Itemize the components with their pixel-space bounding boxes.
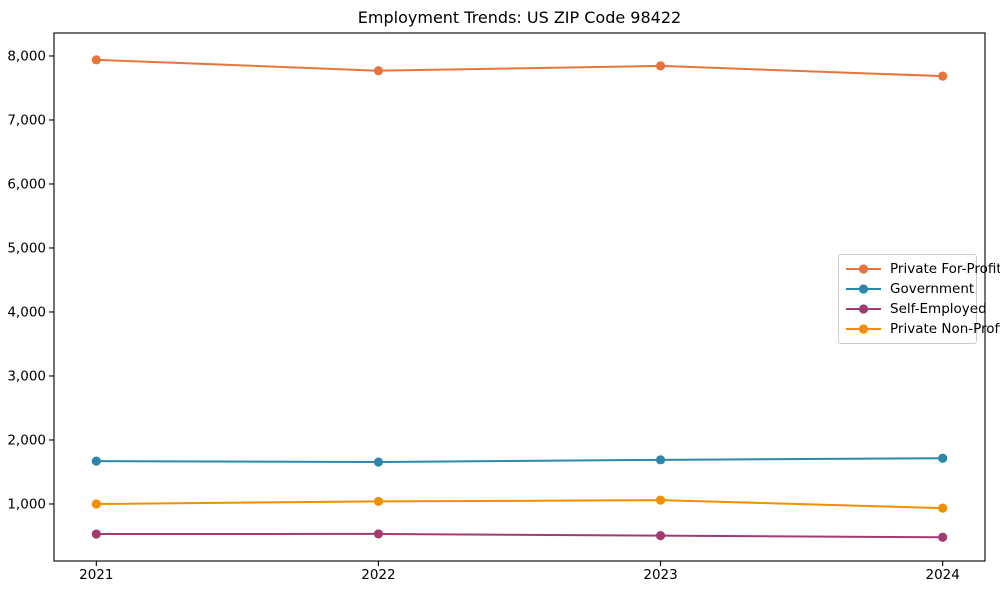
legend-entry: Government xyxy=(845,279,974,299)
legend-line-marker-icon xyxy=(846,284,881,294)
series-line xyxy=(96,457,943,464)
legend-label: Private Non-Profit xyxy=(890,321,1000,337)
data-point xyxy=(373,457,384,467)
legend-entry: Private Non-Profit xyxy=(845,319,1000,339)
data-point xyxy=(373,496,384,507)
y-tick-label: 4,000 xyxy=(7,304,46,320)
y-tick-label: 8,000 xyxy=(7,48,46,64)
data-point xyxy=(938,532,948,542)
data-point xyxy=(938,453,948,463)
legend-label: Private For-Profit xyxy=(890,261,1000,277)
data-point xyxy=(91,55,101,65)
y-tick-label: 7,000 xyxy=(7,112,46,128)
legend: Private For-Profit Government Self-Employe… xyxy=(838,254,1000,344)
series-line xyxy=(96,58,943,78)
legend-line-marker-icon xyxy=(846,324,881,334)
data-point xyxy=(91,456,101,466)
data-point xyxy=(655,531,666,541)
x-tick-label: 2024 xyxy=(926,567,960,583)
data-point xyxy=(373,66,384,76)
y-tick-label: 5,000 xyxy=(7,240,46,256)
legend-label: Government xyxy=(890,281,975,297)
series-line xyxy=(96,532,943,539)
chart-title: Employment Trends: US ZIP Code 98422 xyxy=(357,8,682,27)
x-tick-label: 2023 xyxy=(643,567,677,583)
y-tick-label: 2,000 xyxy=(7,432,46,448)
series-line xyxy=(96,499,943,510)
plot-border xyxy=(53,32,986,562)
data-point xyxy=(655,495,666,505)
legend-line-marker-icon xyxy=(846,304,881,314)
data-point xyxy=(655,455,666,465)
y-tick-label: 3,000 xyxy=(7,368,46,384)
data-point xyxy=(91,499,101,509)
y-tick-label: 1,000 xyxy=(7,496,46,512)
data-point xyxy=(655,61,666,71)
x-tick-label: 2022 xyxy=(361,567,395,583)
legend-entry: Private For-Profit xyxy=(845,259,1000,279)
data-point xyxy=(91,529,101,539)
legend-label: Self-Employed xyxy=(890,301,987,317)
legend-entry: Self-Employed xyxy=(845,299,987,319)
x-tick-label: 2021 xyxy=(79,567,113,583)
y-tick-label: 6,000 xyxy=(7,176,46,192)
legend-line-marker-icon xyxy=(846,264,881,274)
data-point xyxy=(373,529,384,539)
data-point xyxy=(938,503,948,513)
data-point xyxy=(938,71,948,81)
